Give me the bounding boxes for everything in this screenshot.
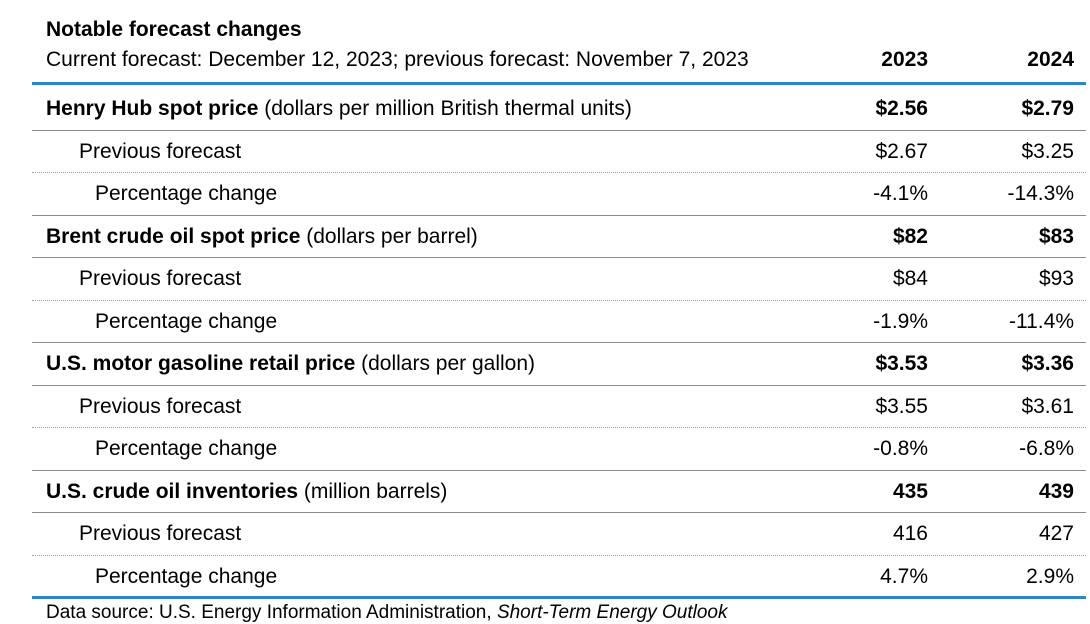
value-2024: $2.79: [1021, 97, 1074, 120]
row-name: Henry Hub spot price: [46, 97, 259, 120]
row-label: Henry Hub spot price (dollars per millio…: [46, 97, 632, 121]
value-2023: -0.8%: [873, 437, 928, 460]
top-rule: [32, 82, 1086, 85]
source-prefix: Data source: U.S. Energy Information Adm…: [46, 602, 492, 623]
table-body: Henry Hub spot price (dollars per millio…: [32, 88, 1086, 598]
value-2024: $3.25: [1021, 139, 1074, 163]
value-2023: -1.9%: [873, 309, 928, 333]
value-2024: $3.36: [1021, 352, 1074, 375]
row-unit: (dollars per barrel): [306, 224, 478, 248]
bottom-rule: [32, 596, 1086, 599]
value-2023: $2.56: [875, 97, 928, 120]
row-label: Brent crude oil spot price (dollars per …: [46, 225, 478, 249]
table-row-change: Percentage change -1.9% -11.4%: [32, 301, 1086, 343]
row-unit: (million barrels): [303, 479, 448, 503]
table-subtitle: Current forecast: December 12, 2023; pre…: [46, 48, 749, 71]
table-row-change: Percentage change -4.1% -14.3%: [32, 173, 1086, 216]
row-label: Previous forecast: [79, 522, 242, 545]
row-name: U.S. crude oil inventories: [46, 479, 299, 503]
value-2023: $82: [892, 224, 928, 248]
row-label: Percentage change: [95, 437, 278, 460]
table-row-previous: Previous forecast $3.55 $3.61: [32, 386, 1086, 428]
value-2024: 439: [1038, 479, 1074, 503]
row-label: U.S. crude oil inventories (million barr…: [46, 480, 447, 504]
row-unit: (dollars per gallon): [361, 352, 536, 375]
row-name: Brent crude oil spot price: [46, 224, 301, 248]
source-publication: Short-Term Energy Outlook: [496, 602, 728, 623]
row-unit: (dollars per million British thermal uni…: [264, 97, 632, 120]
value-2024: -11.4%: [1009, 309, 1074, 333]
table-row-change: Percentage change 4.7% 2.9%: [32, 556, 1086, 599]
value-2023: 435: [892, 479, 928, 503]
row-label: Previous forecast: [79, 394, 242, 418]
row-label: Previous forecast: [79, 139, 242, 163]
column-header-2024: 2024: [1027, 48, 1074, 71]
value-2023: $3.55: [875, 394, 928, 418]
value-2024: 427: [1038, 522, 1074, 545]
value-2024: $93: [1038, 267, 1074, 290]
row-label: Previous forecast: [79, 267, 242, 290]
value-2024: -6.8%: [1019, 437, 1074, 460]
value-2023: $2.67: [875, 139, 928, 163]
table-row-henry-hub: Henry Hub spot price (dollars per millio…: [32, 88, 1086, 131]
value-2023: $3.53: [875, 352, 928, 375]
table-row-brent: Brent crude oil spot price (dollars per …: [32, 216, 1086, 258]
table-row-previous: Previous forecast $2.67 $3.25: [32, 131, 1086, 173]
value-2023: -4.1%: [873, 182, 928, 205]
row-label: U.S. motor gasoline retail price (dollar…: [46, 352, 535, 376]
table-row-change: Percentage change -0.8% -6.8%: [32, 428, 1086, 471]
value-2024: $3.61: [1021, 394, 1074, 418]
column-header-2023: 2023: [881, 48, 928, 71]
table-row-previous: Previous forecast $84 $93: [32, 258, 1086, 301]
value-2024: -14.3%: [1007, 182, 1074, 205]
row-label: Percentage change: [95, 564, 278, 588]
value-2023: 416: [892, 522, 928, 545]
value-2023: $84: [892, 267, 928, 290]
row-name: U.S. motor gasoline retail price: [46, 352, 356, 375]
table-title: Notable forecast changes: [46, 18, 302, 41]
value-2024: $83: [1038, 224, 1074, 248]
row-label: Percentage change: [95, 309, 278, 333]
table-row-previous: Previous forecast 416 427: [32, 513, 1086, 556]
table-row-inventories: U.S. crude oil inventories (million barr…: [32, 471, 1086, 513]
table-row-gasoline: U.S. motor gasoline retail price (dollar…: [32, 343, 1086, 386]
value-2023: 4.7%: [880, 564, 928, 588]
row-label: Percentage change: [95, 182, 278, 205]
data-source-note: Data source: U.S. Energy Information Adm…: [46, 602, 728, 624]
value-2024: 2.9%: [1026, 564, 1074, 588]
